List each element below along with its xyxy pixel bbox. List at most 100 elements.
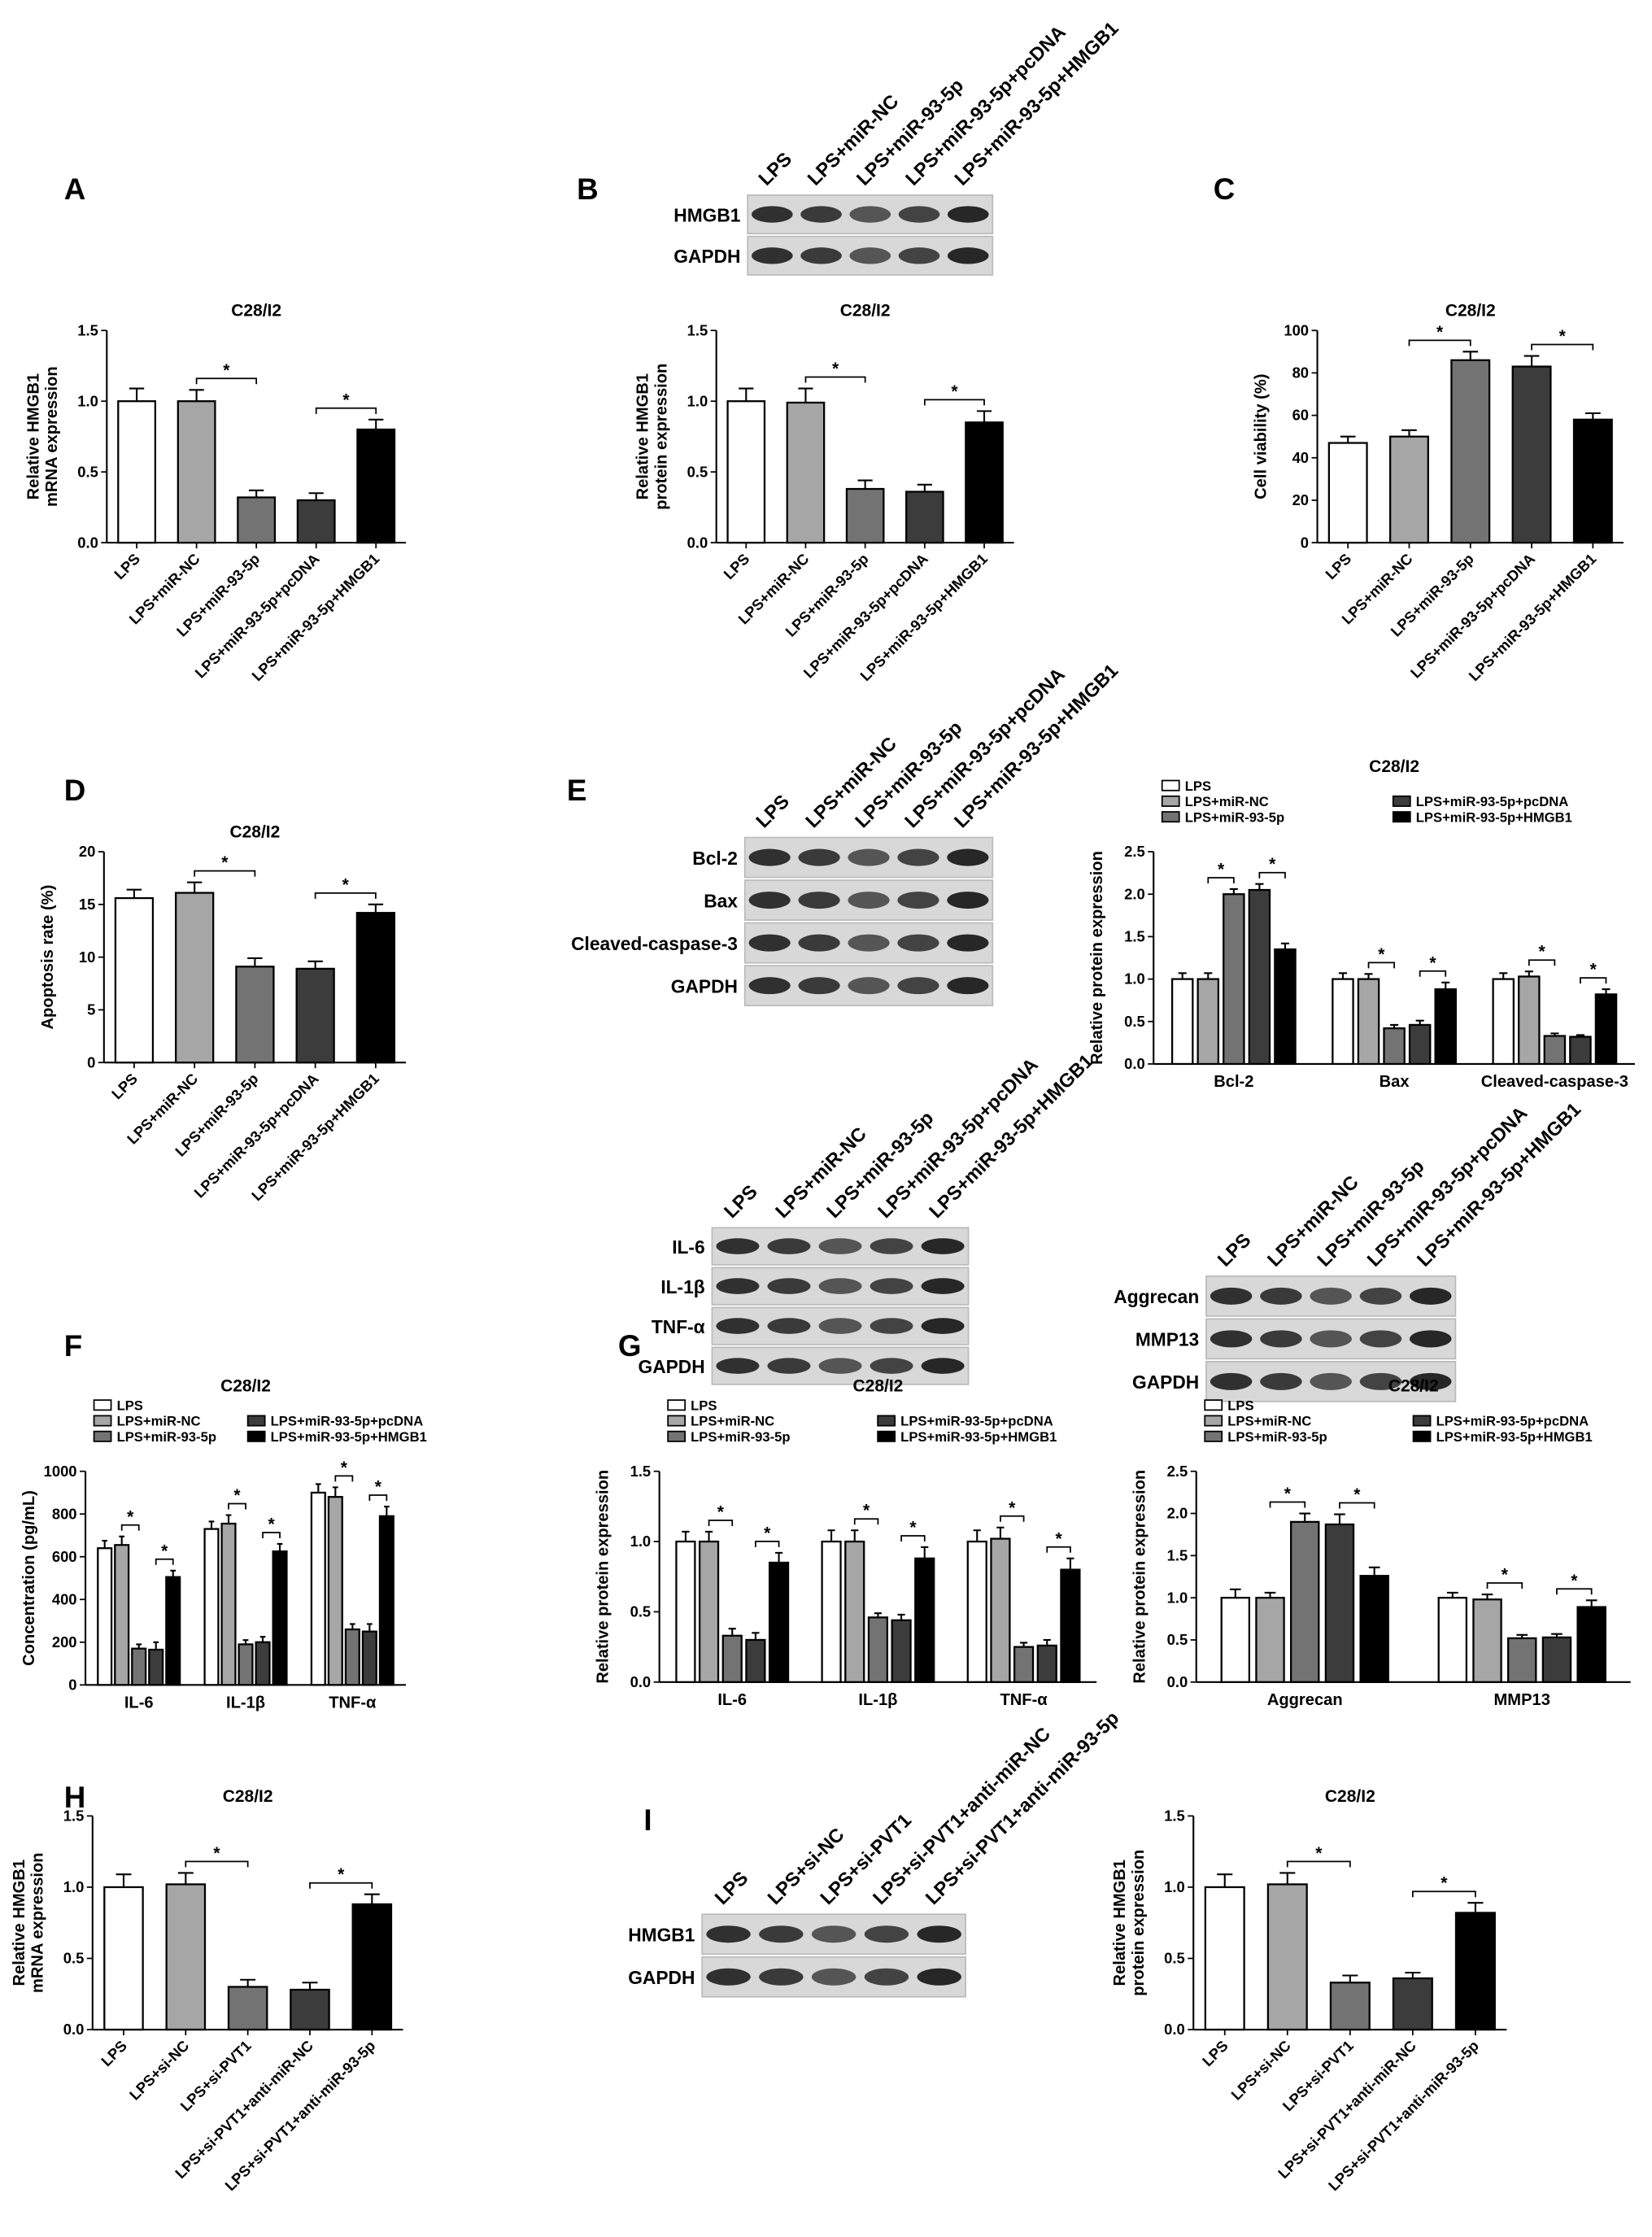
blot-band (870, 1238, 913, 1254)
y-tick-label: 0.0 (1167, 1673, 1188, 1690)
error-bar (136, 1643, 142, 1649)
error-bar (973, 1529, 981, 1542)
blot-band (748, 977, 791, 995)
significance-label: * (1378, 945, 1385, 964)
blot-band (849, 206, 891, 223)
blot-band (706, 1925, 751, 1943)
bar (1569, 1036, 1592, 1066)
significance-bracket (120, 1524, 140, 1531)
significance-label: * (338, 1865, 345, 1884)
blot-band (1359, 1372, 1402, 1390)
blot-band (921, 1238, 965, 1254)
error-bar (1338, 972, 1348, 979)
blot-band (759, 1968, 804, 1986)
blot-band (921, 1358, 965, 1374)
bar (867, 1616, 889, 1683)
blot-band (818, 1278, 862, 1294)
y-tick-label: 0.5 (1124, 1013, 1145, 1030)
bar (821, 1540, 842, 1683)
significance-bracket (1419, 970, 1447, 977)
lane-label: LPS (755, 149, 796, 190)
y-tick-label: 1.0 (1124, 970, 1145, 988)
error-bar (1178, 972, 1187, 979)
y-tick-label: 2.5 (1124, 843, 1145, 860)
row-label: GAPDH (671, 975, 738, 996)
y-tick-label: 80 (1292, 364, 1309, 382)
legend-label: LPS+miR-NC (117, 1414, 201, 1429)
row-label: HMGB1 (628, 1924, 695, 1945)
row-label: IL-6 (672, 1236, 704, 1258)
row-label: TNF-α (652, 1316, 705, 1337)
y-tick-label: 0.0 (63, 2021, 85, 2038)
blot-band (917, 1968, 961, 1986)
y-tick-label: 15 (79, 896, 95, 913)
y-tick-label: 0.0 (630, 1673, 652, 1690)
significance-label: * (832, 360, 839, 378)
legend-label: LPS (1227, 1398, 1253, 1413)
row-label: GAPDH (628, 1967, 695, 1988)
legend-swatch (1161, 795, 1180, 807)
significance-label: * (341, 1459, 348, 1477)
legend-label: LPS (1185, 778, 1211, 794)
row-label: Aggrecan (1114, 1286, 1199, 1307)
significance-label: * (268, 1515, 275, 1533)
blot-band (748, 934, 791, 952)
x-tick-label: Aggrecan (1267, 1691, 1343, 1709)
y-tick-label: 40 (1292, 449, 1309, 466)
bar (1543, 1035, 1567, 1066)
blot-band (767, 1318, 811, 1334)
y-tick-label: 1.5 (687, 321, 708, 338)
panel-letter: B (577, 172, 599, 206)
row-label: HMGB1 (673, 204, 741, 225)
legend-label: LPS+miR-93-5p+pcDNA (1436, 1414, 1589, 1429)
significance-bracket (228, 1502, 246, 1510)
bar (290, 1988, 330, 2031)
significance-label: * (213, 1844, 220, 1863)
y-tick-label: 800 (52, 1505, 77, 1522)
significance-bracket (1531, 343, 1594, 351)
blot-band (716, 1358, 760, 1374)
significance-label: * (1353, 1485, 1361, 1504)
bar (235, 966, 275, 1064)
y-axis-label: Relative HMGB1 (634, 373, 652, 499)
y-tick-label: 2.0 (1167, 1505, 1188, 1522)
legend-label: LPS+miR-93-5p+HMGB1 (271, 1429, 427, 1445)
blot-band (848, 934, 890, 952)
panel-letter: E (567, 774, 587, 807)
error-bar (874, 1612, 882, 1618)
row-label: GAPDH (673, 246, 740, 267)
bar (1274, 948, 1297, 1066)
y-axis-label: Relative protein expression (1131, 1470, 1149, 1684)
error-bar (1550, 1032, 1559, 1036)
y-tick-label: 0.0 (1124, 1055, 1145, 1072)
bar (356, 428, 396, 544)
error-bar (1585, 412, 1601, 420)
legend-swatch (93, 1415, 112, 1427)
error-bar (752, 1632, 760, 1640)
x-tick-label: TNF-α (1000, 1691, 1048, 1709)
legend-label: LPS+miR-93-5p+HMGB1 (900, 1429, 1057, 1445)
blot-band (1260, 1287, 1302, 1305)
panel-letter: C (1214, 172, 1236, 206)
significance-bracket (1046, 1546, 1071, 1553)
blot-band (849, 247, 891, 264)
bar (1290, 1520, 1320, 1683)
y-tick-label: 20 (79, 843, 95, 860)
blot-band (1410, 1287, 1452, 1305)
significance-bracket (368, 1494, 388, 1502)
bar (237, 496, 277, 544)
significance-bracket (155, 1558, 174, 1565)
bar (721, 1634, 743, 1683)
bar (310, 1491, 326, 1686)
error-bar (364, 1893, 380, 1904)
blot-band (848, 848, 890, 866)
row-label: Bax (704, 890, 738, 911)
blot-band (898, 206, 940, 223)
x-tick-label: Bax (1380, 1073, 1410, 1091)
lane-label: LPS+si-PVT1 (817, 1810, 916, 1909)
error-bar (1585, 1599, 1598, 1607)
blot-band (1210, 1330, 1253, 1348)
blot-band (716, 1318, 760, 1334)
bar (698, 1540, 720, 1683)
